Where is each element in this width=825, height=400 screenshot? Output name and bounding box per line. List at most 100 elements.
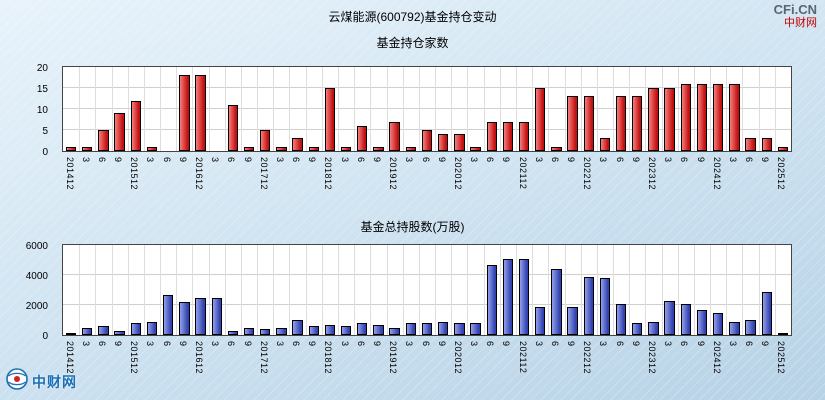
chart2-y-axis: 0 2000 4000 6000	[0, 241, 56, 342]
cfi-watermark: CFi.CN 中财网	[774, 2, 817, 29]
v-gridline	[499, 67, 501, 151]
x-tick-label: 3	[533, 341, 544, 347]
bar	[583, 276, 594, 335]
chart2-x-axis: 201412 3 6 9 201512 3 6 9 201612 3 6 9 201712 3 6 9 2018…	[62, 338, 792, 384]
bar	[389, 327, 400, 335]
x-tick-label: 201912	[388, 341, 399, 375]
v-gridline	[224, 67, 226, 151]
bar	[745, 138, 756, 151]
x-tick-label: 3	[145, 157, 156, 163]
x-tick-label: 202212	[582, 157, 593, 191]
x-tick-label: 9	[371, 341, 382, 347]
x-tick-label: 9	[307, 157, 318, 163]
v-gridline	[758, 67, 760, 151]
bar	[502, 258, 514, 335]
bar	[130, 100, 141, 151]
chart1-title: 基金持仓家数	[376, 36, 449, 50]
v-gridline	[629, 67, 631, 151]
v-gridline	[596, 245, 598, 335]
v-gridline	[79, 245, 81, 335]
chart1-y-axis: 0 5 10 15 20	[0, 63, 56, 158]
y-tick-label: 6000	[25, 241, 48, 252]
v-gridline	[774, 245, 776, 335]
bar	[373, 324, 384, 335]
x-tick-label: 6	[679, 341, 690, 347]
x-tick-label: 3	[533, 157, 544, 163]
bar	[405, 146, 416, 151]
v-gridline	[564, 245, 566, 335]
x-tick-label: 6	[549, 341, 560, 347]
bar	[696, 83, 708, 151]
v-gridline	[79, 67, 81, 151]
x-tick-label: 202312	[646, 341, 657, 375]
bar	[632, 323, 643, 335]
chart2-title: 基金总持股数(万股)	[360, 220, 465, 234]
v-gridline	[467, 67, 469, 151]
bar	[114, 113, 125, 151]
y-tick-label: 20	[36, 63, 48, 74]
x-tick-label: 6	[420, 157, 431, 163]
x-tick-label: 9	[436, 157, 447, 163]
x-tick-label: 6	[420, 341, 431, 347]
bar	[195, 297, 206, 335]
x-tick-label: 201512	[129, 341, 140, 375]
x-tick-label: 6	[96, 341, 107, 347]
v-gridline	[742, 245, 744, 335]
v-gridline	[532, 245, 534, 335]
x-tick-label: 202412	[711, 341, 722, 375]
bar	[680, 303, 691, 335]
x-tick-label: 6	[485, 341, 496, 347]
x-tick-label: 202212	[582, 341, 593, 375]
v-gridline	[95, 67, 97, 151]
y-tick-label: 4000	[25, 271, 48, 282]
x-tick-label: 3	[663, 341, 674, 347]
bar	[648, 88, 659, 151]
bar	[324, 324, 336, 335]
v-gridline	[143, 67, 145, 151]
cfi-globe-icon	[6, 368, 28, 395]
h-gridline	[63, 274, 791, 275]
y-tick-label: 0	[42, 147, 48, 158]
v-gridline	[208, 67, 210, 151]
v-gridline	[661, 245, 663, 335]
x-tick-label: 6	[96, 157, 107, 163]
x-tick-label: 9	[760, 341, 771, 347]
v-gridline	[386, 245, 388, 335]
v-gridline	[548, 67, 550, 151]
bar	[729, 321, 740, 335]
bar	[373, 146, 384, 151]
bar	[551, 146, 562, 151]
v-gridline	[435, 67, 437, 151]
x-tick-label: 201412	[64, 157, 75, 191]
bar	[146, 321, 158, 335]
bar	[227, 330, 239, 335]
v-gridline	[435, 245, 437, 335]
bar	[486, 121, 497, 151]
x-tick-label: 3	[274, 157, 285, 163]
x-tick-label: 9	[501, 341, 512, 347]
v-gridline	[176, 245, 178, 335]
bar	[664, 88, 675, 151]
x-tick-label: 201912	[388, 157, 399, 191]
v-gridline	[467, 245, 469, 335]
x-tick-label: 9	[371, 157, 382, 163]
x-tick-label: 201712	[258, 341, 269, 375]
bar	[535, 306, 546, 335]
v-gridline	[289, 245, 291, 335]
page-title: 云煤能源(600792)基金持仓变动	[328, 10, 497, 24]
x-tick-label: 201812	[323, 341, 334, 375]
v-gridline	[176, 67, 178, 151]
v-gridline	[677, 245, 679, 335]
v-gridline	[386, 67, 388, 151]
v-gridline	[483, 245, 485, 335]
bar	[632, 96, 643, 151]
v-gridline	[257, 67, 259, 151]
v-gridline	[273, 67, 275, 151]
v-gridline	[548, 245, 550, 335]
v-gridline	[95, 245, 97, 335]
x-tick-label: 202112	[517, 341, 528, 374]
bar	[583, 96, 594, 151]
bar	[357, 323, 368, 335]
v-gridline	[143, 245, 145, 335]
